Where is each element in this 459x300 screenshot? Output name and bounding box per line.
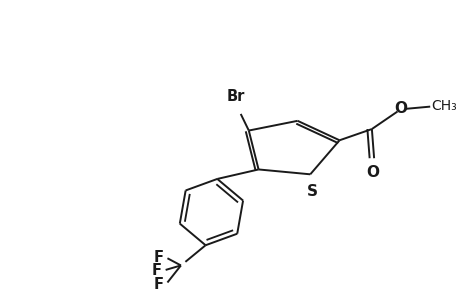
Text: O: O xyxy=(394,101,407,116)
Text: F: F xyxy=(153,277,163,292)
Text: Br: Br xyxy=(226,88,244,104)
Text: S: S xyxy=(306,184,317,199)
Text: CH₃: CH₃ xyxy=(430,99,456,113)
Text: F: F xyxy=(153,250,163,265)
Text: O: O xyxy=(366,164,379,179)
Text: F: F xyxy=(152,263,162,278)
